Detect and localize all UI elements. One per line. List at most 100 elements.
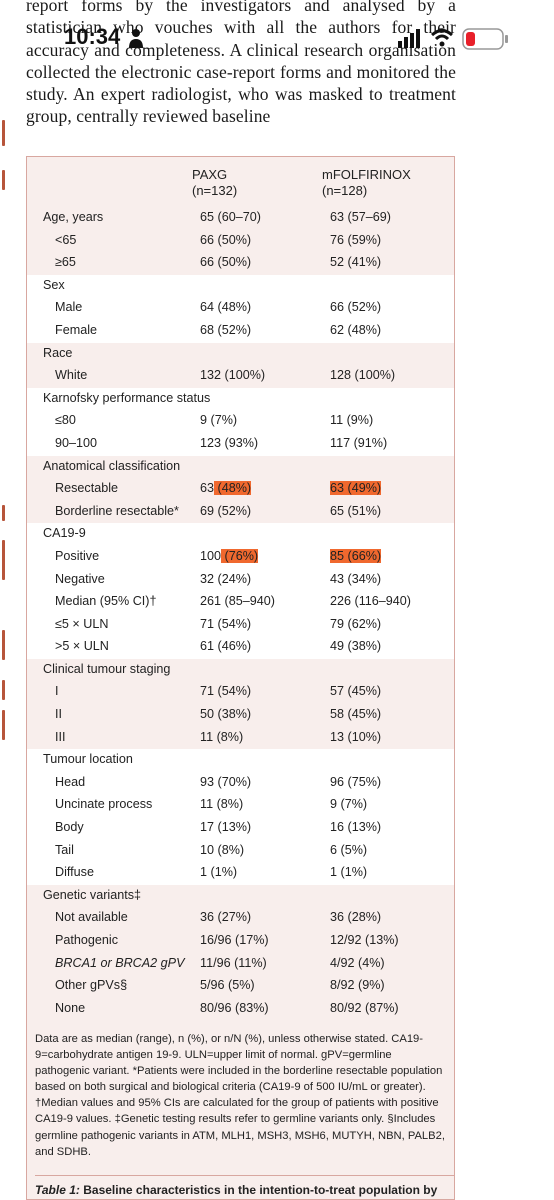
row-label: Tumour location — [43, 752, 133, 767]
row-label: Not available — [55, 910, 128, 925]
mfolf-value: 117 (91%) — [330, 435, 388, 450]
row-label: I — [55, 684, 59, 699]
table-row: Other gPVs§ 5/96 (5%) 8/92 (9%) — [27, 975, 454, 998]
paxg-value: 10 (8%) — [200, 842, 245, 857]
table-row: ≤80 9 (7%) 11 (9%) — [27, 410, 454, 433]
mfolf-value: 36 (28%) — [330, 910, 382, 925]
row-label: Karnofsky performance status — [43, 390, 211, 405]
mfolf-value: 1 (1%) — [330, 865, 368, 880]
table-row: Male 64 (48%) 66 (52%) — [27, 297, 454, 320]
table-row: Pathogenic 16/96 (17%) 12/92 (13%) — [27, 930, 454, 953]
paxg-count: 100 — [200, 548, 222, 563]
baseline-table: PAXG (n=132) mFOLFIRINOX (n=128) Age, ye… — [26, 156, 455, 1200]
mfolf-value: 52 (41%) — [330, 255, 382, 270]
paxg-value: 9 (7%) — [200, 413, 238, 428]
left-margin-artifacts — [0, 0, 14, 1200]
table-row: III 11 (8%) 13 (10%) — [27, 727, 454, 750]
row-label: Race — [43, 345, 73, 360]
paxg-value: 17 (13%) — [200, 820, 252, 835]
paxg-value: 11 (8%) — [200, 729, 244, 744]
row-label: II — [55, 707, 62, 722]
mfolf-value: 66 (52%) — [330, 300, 382, 315]
paxg-value: 50 (38%) — [200, 707, 252, 722]
table-row: >5 × ULN 61 (46%) 49 (38%) — [27, 636, 454, 659]
row-label: ≤80 — [55, 413, 76, 428]
paxg-count: 63 — [200, 481, 215, 496]
mfolf-value: 65 (51%) — [330, 503, 382, 518]
paxg-value: 65 (60–70) — [200, 210, 261, 224]
row-label: Female — [55, 322, 97, 337]
mfolf-value: 226 (116–940) — [330, 594, 411, 609]
paxg-value: 1 (1%) — [200, 865, 238, 880]
mfolf-value: 57 (45%) — [330, 684, 382, 699]
paxg-value: 71 (54%) — [200, 616, 252, 631]
mfolf-value: 79 (62%) — [330, 616, 382, 631]
status-bar: 10:34 — [0, 22, 554, 62]
paxg-value: 80/96 (83%) — [200, 1000, 269, 1015]
table-row: Female 68 (52%) 62 (48%) — [27, 319, 454, 343]
row-label: Other gPVs§ — [55, 978, 128, 993]
mfolf-value: 49 (38%) — [330, 639, 382, 654]
table-row: White 132 (100%) 128 (100%) — [27, 365, 454, 388]
table-row: Negative 32 (24%) 43 (34%) — [27, 568, 454, 592]
row-label: Sex — [43, 277, 65, 292]
row-label: Head — [55, 774, 86, 789]
paxg-value: 11/96 (11%) — [200, 955, 267, 970]
row-label: None — [55, 1000, 86, 1015]
col-header-paxg-n: (n=132) — [192, 183, 238, 198]
table-row: Clinical tumour staging — [27, 659, 454, 682]
mfolf-value: 11 (9%) — [330, 413, 374, 428]
paxg-value: 36 (27%) — [200, 910, 252, 925]
paxg-value: 132 (100%) — [200, 368, 266, 383]
paxg-value: 261 (85–940) — [200, 594, 275, 609]
body-paragraph: report forms by the investigators and an… — [26, 0, 456, 127]
paxg-value: 61 (46%) — [200, 639, 252, 654]
mfolf-value: 43 (34%) — [330, 571, 382, 586]
table-row: II 50 (38%) 58 (45%) — [27, 704, 454, 727]
table-row: 90–100 123 (93%) 117 (91%) — [27, 432, 454, 456]
caption-text: Baseline characteristics in the intentio… — [79, 1183, 438, 1197]
row-label: Age, years — [43, 210, 104, 224]
paxg-value: 93 (70%) — [200, 774, 252, 789]
mfolf-value: 13 (10%) — [330, 729, 382, 744]
mfolf-value: 4/92 (4%) — [330, 955, 385, 970]
mfolf-value: 16 (13%) — [330, 820, 382, 835]
table-row: ≤5 × ULN 71 (54%) 79 (62%) — [27, 613, 454, 637]
col-header-paxg: PAXG (n=132) — [192, 167, 237, 199]
mfolf-value-highlighted: 85 (66%) — [330, 548, 382, 563]
row-label: Anatomical classification — [43, 458, 181, 473]
table-row: Tail 10 (8%) 6 (5%) — [27, 839, 454, 863]
row-label: Pathogenic — [55, 933, 119, 947]
mfolf-value: 62 (48%) — [330, 322, 382, 337]
table-row: Race — [27, 343, 454, 366]
row-label: Resectable — [55, 481, 119, 496]
row-label: <65 — [55, 232, 77, 247]
col-header-mfolfirinox: mFOLFIRINOX (n=128) — [322, 167, 411, 199]
row-label: Negative — [55, 571, 105, 586]
table-row: None 80/96 (83%) 80/92 (87%) — [27, 998, 454, 1021]
mfolf-value: 63 (57–69) — [330, 210, 391, 224]
table-row: <65 66 (50%) 76 (59%) — [27, 230, 454, 253]
table-row: Resectable 63 (48%) 63 (49%) — [27, 478, 454, 501]
caption-divider — [35, 1175, 455, 1176]
table-row: BRCA1 or BRCA2 gPV 11/96 (11%) 4/92 (4%) — [27, 953, 454, 976]
col-header-paxg-name: PAXG — [192, 167, 228, 182]
mfolf-value: 9 (7%) — [330, 797, 368, 812]
row-label: >5 × ULN — [55, 639, 109, 654]
table-row: Uncinate process 11 (8%) 9 (7%) — [27, 794, 454, 818]
paxg-value: 100 (76%) — [200, 548, 259, 563]
highlighted-percent: (48%) — [214, 481, 252, 496]
paxg-value: 64 (48%) — [200, 300, 252, 315]
wifi-icon — [430, 29, 454, 47]
paxg-value: 66 (50%) — [200, 232, 252, 247]
paxg-value: 66 (50%) — [200, 255, 252, 270]
row-label: Uncinate process — [55, 797, 153, 812]
table-header: PAXG (n=132) mFOLFIRINOX (n=128) — [27, 157, 454, 207]
table-row: I 71 (54%) 57 (45%) — [27, 681, 454, 704]
battery-icon — [462, 28, 508, 50]
paxg-value: 5/96 (5%) — [200, 978, 255, 993]
table-row: Sex — [27, 274, 454, 298]
row-label: Median (95% CI)† — [55, 594, 157, 609]
paxg-value: 11 (8%) — [200, 797, 244, 812]
table-row: Age, years 65 (60–70) 63 (57–69) — [27, 207, 454, 230]
